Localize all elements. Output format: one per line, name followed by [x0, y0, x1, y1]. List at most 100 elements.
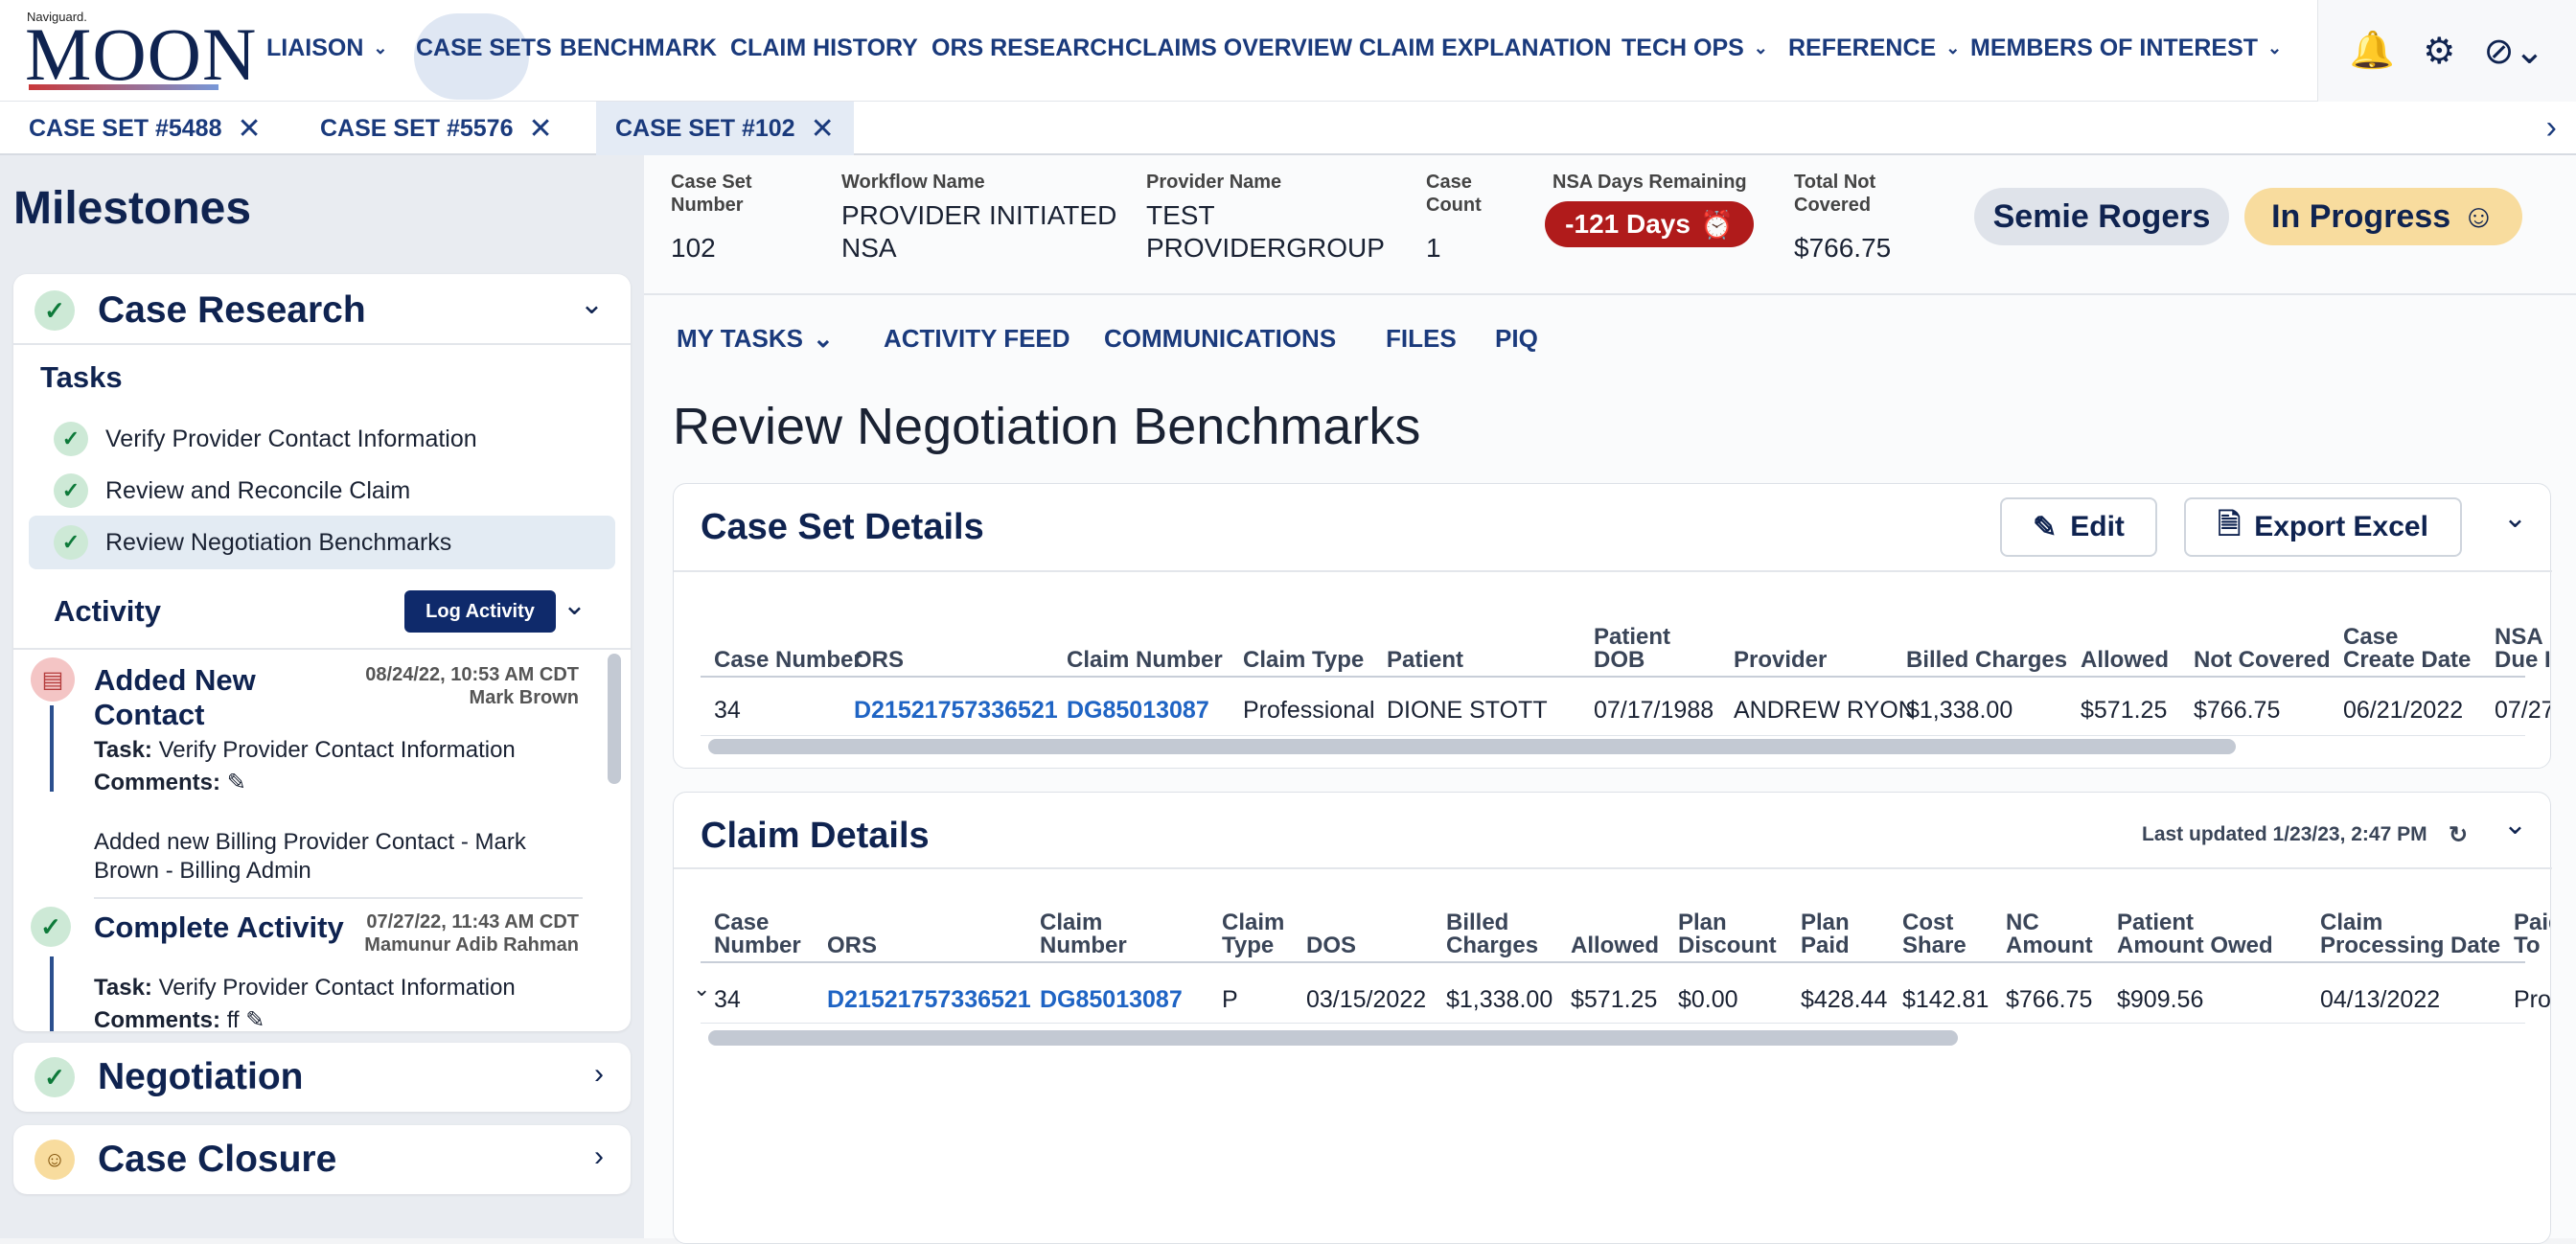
- chevron-right-icon[interactable]: ›: [2545, 109, 2557, 146]
- tab-my-tasks[interactable]: MY TASKS ⌄: [677, 324, 834, 354]
- log-activity-button[interactable]: Log Activity: [404, 590, 556, 633]
- nav-claims-overview[interactable]: CLAIMS OVERVIEW: [1125, 35, 1352, 62]
- activity-label: Activity: [54, 594, 161, 628]
- divider: [13, 648, 631, 650]
- tab-case-set-102[interactable]: CASE SET #102 ✕: [596, 102, 854, 155]
- edit-button[interactable]: ✎ Edit: [2000, 497, 2157, 557]
- pencil-icon[interactable]: ✎: [245, 1007, 265, 1031]
- negotiation-card[interactable]: ✓ Negotiation ›: [13, 1043, 631, 1112]
- col-ors[interactable]: ORS: [854, 647, 905, 673]
- close-icon[interactable]: ✕: [237, 112, 262, 145]
- close-icon[interactable]: ✕: [528, 112, 553, 145]
- horizontal-scrollbar[interactable]: [708, 1030, 1958, 1046]
- contact-card-icon: ▤: [31, 657, 75, 702]
- col-claim-type[interactable]: Claim Type: [1222, 910, 1285, 958]
- tab-case-set-5576[interactable]: CASE SET #5576 ✕: [301, 102, 572, 155]
- nav-ors-research[interactable]: ORS RESEARCH: [932, 35, 1124, 62]
- assignee-pill[interactable]: Semie Rogers: [1974, 188, 2229, 245]
- check-icon: ✓: [31, 907, 71, 947]
- nav-reference[interactable]: REFERENCE ⌄: [1788, 35, 1960, 62]
- tab-files[interactable]: FILES: [1386, 324, 1457, 354]
- person-headset-icon: ☺: [2462, 197, 2496, 235]
- nav-members-of-interest[interactable]: MEMBERS OF INTEREST ⌄: [1970, 35, 2282, 62]
- nav-label: ORS RESEARCH: [932, 35, 1125, 61]
- case-closure-header: ☺ Case Closure: [34, 1139, 336, 1181]
- pencil-icon[interactable]: ✎: [226, 770, 246, 795]
- col-claim-type[interactable]: Claim Type: [1243, 647, 1365, 673]
- cell-ors-link[interactable]: D21521757336521: [827, 986, 1031, 1013]
- col-not-covered[interactable]: Not Covered: [2194, 647, 2331, 673]
- nav-liaison[interactable]: LIAISON ⌄: [266, 35, 388, 62]
- col-nc-amount[interactable]: NC Amount: [2006, 910, 2093, 958]
- user-blocked-icon[interactable]: ⊘⌄: [2483, 31, 2545, 72]
- col-cost-share[interactable]: Cost Share: [1902, 910, 1966, 958]
- nav-label: BENCHMARK: [560, 35, 717, 61]
- chevron-down-icon[interactable]: ⌄: [562, 589, 586, 621]
- col-ors[interactable]: ORS: [827, 933, 878, 958]
- tab-communications[interactable]: COMMUNICATIONS: [1104, 324, 1336, 354]
- row-divider: [701, 735, 2525, 736]
- col-billed-charges[interactable]: Billed Charges: [1446, 910, 1539, 958]
- bell-icon[interactable]: 🔔: [2349, 31, 2395, 71]
- timeline-line: [50, 956, 54, 1031]
- activity-scrollbar[interactable]: [608, 654, 621, 784]
- col-case-create-date[interactable]: Case Create Date: [2343, 624, 2472, 673]
- task-review-reconcile-claim[interactable]: ✓ Review and Reconcile Claim: [29, 464, 615, 518]
- col-case-number[interactable]: Case Number: [714, 910, 801, 958]
- col-patient-dob[interactable]: Patient DOB: [1594, 624, 1671, 673]
- case-closure-card[interactable]: ☺ Case Closure ›: [13, 1125, 631, 1194]
- case-research-header[interactable]: ✓ Case Research: [34, 289, 366, 332]
- nav-claim-explanation[interactable]: CLAIM EXPLANATION: [1359, 35, 1611, 62]
- chevron-down-icon[interactable]: ⌄: [2502, 502, 2527, 534]
- col-allowed[interactable]: Allowed: [1571, 933, 1660, 958]
- nav-tech-ops[interactable]: TECH OPS ⌄: [1622, 35, 1768, 62]
- status-pill[interactable]: In Progress ☺: [2244, 188, 2522, 245]
- col-billed-charges[interactable]: Billed Charges: [1906, 647, 2068, 673]
- nav-label: REFERENCE: [1788, 35, 1937, 61]
- cell-paid-to: Pro: [2514, 986, 2550, 1013]
- col-claim-number[interactable]: Claim Number: [1067, 647, 1223, 673]
- col-paid-to[interactable]: PaidTo: [2514, 911, 2550, 957]
- tab-activity-feed[interactable]: ACTIVITY FEED: [884, 324, 1070, 354]
- export-excel-button[interactable]: 🗎 Export Excel: [2184, 497, 2462, 557]
- col-claim-number[interactable]: Claim Number: [1040, 910, 1127, 958]
- task-label: Review and Reconcile Claim: [105, 476, 411, 504]
- nav-claim-history[interactable]: CLAIM HISTORY: [730, 35, 918, 62]
- chevron-down-icon[interactable]: ⌄: [2502, 809, 2527, 841]
- chevron-down-icon[interactable]: ⌄: [579, 288, 604, 320]
- last-updated-text: Last updated 1/23/23, 2:47 PM: [2142, 823, 2427, 845]
- chevron-right-icon[interactable]: ›: [594, 1140, 604, 1172]
- col-allowed[interactable]: Allowed: [2081, 647, 2170, 673]
- tasks-label: Tasks: [40, 360, 123, 394]
- brand-logo[interactable]: MOON: [25, 12, 258, 96]
- col-patient-amount-owed[interactable]: Patient Amount Owed: [2117, 910, 2273, 958]
- cell-case-number: 34: [714, 697, 741, 724]
- col-provider[interactable]: Provider: [1734, 647, 1828, 673]
- tab-case-set-5488[interactable]: CASE SET #5488 ✕: [10, 102, 281, 155]
- total-not-covered-label: Total Not Covered: [1794, 172, 1876, 216]
- col-patient[interactable]: Patient: [1387, 647, 1464, 673]
- nav-benchmark[interactable]: BENCHMARK: [560, 35, 717, 62]
- cell-claim-number-link[interactable]: DG85013087: [1067, 697, 1209, 724]
- col-plan-paid[interactable]: Plan Paid: [1801, 910, 1850, 958]
- col-case-number[interactable]: Case Number: [714, 647, 862, 673]
- task-review-negotiation-benchmarks[interactable]: ✓ Review Negotiation Benchmarks: [29, 516, 615, 569]
- close-icon[interactable]: ✕: [810, 112, 835, 145]
- divider: [674, 570, 2552, 572]
- chevron-right-icon[interactable]: ›: [594, 1058, 604, 1090]
- nav-case-sets[interactable]: CASE SETS: [416, 35, 552, 62]
- chevron-down-icon[interactable]: ⌄: [693, 977, 711, 1001]
- tab-piq[interactable]: PIQ: [1495, 324, 1538, 354]
- refresh-icon[interactable]: ↻: [2449, 822, 2469, 848]
- col-plan-discount[interactable]: Plan Discount: [1678, 910, 1777, 958]
- cell-claim-number-link[interactable]: DG85013087: [1040, 986, 1183, 1013]
- col-claim-processing-date[interactable]: Claim Processing Date: [2320, 910, 2501, 958]
- task-verify-provider-contact[interactable]: ✓ Verify Provider Contact Information: [29, 412, 615, 466]
- bug-icon[interactable]: ⚙: [2423, 31, 2456, 72]
- cell-claim-type: P: [1222, 986, 1238, 1013]
- horizontal-scrollbar[interactable]: [708, 739, 2236, 754]
- col-nsa-due[interactable]: NSA Due I: [2495, 626, 2550, 672]
- cell-ors-link[interactable]: D21521757336521: [854, 697, 1058, 724]
- nav-label: MEMBERS OF INTEREST: [1970, 35, 2259, 61]
- col-dos[interactable]: DOS: [1306, 933, 1357, 958]
